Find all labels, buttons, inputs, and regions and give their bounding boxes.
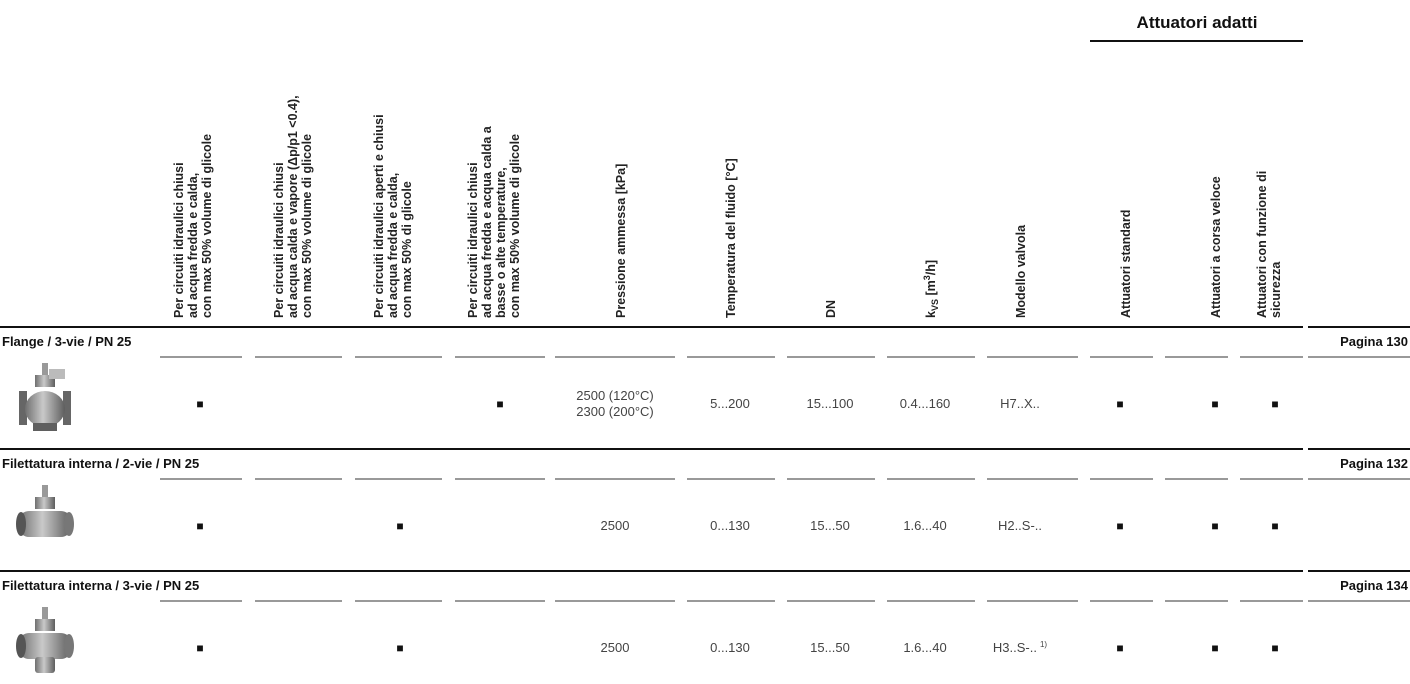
valve-flange: [19, 391, 27, 425]
valve-body: [19, 511, 71, 537]
check-mark: ■: [1271, 519, 1278, 533]
column-header: Attuatori a corsa veloce: [1209, 176, 1223, 318]
column-header: kVS [m3/h]: [922, 260, 940, 318]
page-ref: Pagina 134: [1340, 578, 1409, 593]
column-header: Per circuiti idraulici chiusi: [466, 162, 480, 318]
check-mark: ■: [196, 397, 203, 411]
cell-value: 2300 (200°C): [576, 404, 653, 419]
column-header: basse o alte temperature,: [494, 167, 508, 318]
column-header: con max 50% di glicole: [400, 181, 414, 318]
valve-actuator-box: [49, 369, 65, 379]
column-header: ad acqua fredda e acqua calda a: [480, 125, 494, 318]
cell-value: 15...100: [807, 396, 854, 411]
column-header: ad acqua fredda e calda,: [386, 173, 400, 318]
column-header: ad acqua fredda e calda,: [186, 173, 200, 318]
section-title: Flange / 3-vie / PN 25: [2, 334, 131, 349]
title-bg: [0, 575, 160, 603]
valve-flange: [33, 423, 57, 431]
footnote-ref: 1): [1040, 640, 1047, 649]
valve-port: [64, 634, 74, 658]
valve-image: [16, 607, 74, 673]
column-header: Temperatura del fluido [°C]: [724, 158, 738, 318]
cell-value: 0...130: [710, 640, 750, 655]
column-header: con max 50% volume di glicole: [508, 134, 522, 318]
cell-value: 1.6...40: [903, 640, 946, 655]
column-header: con max 50% volume di glicole: [200, 134, 214, 318]
valve-port: [64, 512, 74, 536]
cell-value: 0...130: [710, 518, 750, 533]
group-header: Attuatori adatti: [1137, 13, 1258, 32]
header-part: /h]: [924, 260, 938, 275]
cell-value: 2500: [601, 518, 630, 533]
check-mark: ■: [1116, 641, 1123, 655]
header-part: k: [924, 311, 938, 318]
column-header: Attuatori con funzione di: [1255, 171, 1269, 318]
check-mark: ■: [396, 641, 403, 655]
cell-value: 0.4...160: [900, 396, 951, 411]
valve-flange: [63, 391, 71, 425]
page-ref: Pagina 130: [1340, 334, 1408, 349]
column-header: ad acqua calda e vapore (Δp/p1 <0.4),: [286, 95, 300, 318]
cell-value: 15...50: [810, 518, 850, 533]
column-header: sicurezza: [1269, 261, 1283, 318]
check-mark: ■: [496, 397, 503, 411]
page-ref: Pagina 132: [1340, 456, 1408, 471]
valve-body: [19, 633, 71, 659]
valve-image: [19, 363, 71, 431]
check-mark: ■: [1211, 641, 1218, 655]
column-header: Per circuiti idraulici chiusi: [172, 162, 186, 318]
column-header: Attuatori standard: [1119, 210, 1133, 318]
valve-stem: [42, 363, 48, 377]
header-sup: 3: [922, 275, 932, 280]
check-mark: ■: [196, 641, 203, 655]
column-header: DN: [824, 300, 838, 318]
valve-stem: [42, 485, 48, 499]
column-header: con max 50% volume di glicole: [300, 134, 314, 318]
cell-value: H7..X..: [1000, 396, 1040, 411]
valve-image: [16, 485, 74, 537]
column-header: Modello valvola: [1014, 224, 1028, 318]
cell-value: 1.6...40: [903, 518, 946, 533]
valve-body: [25, 391, 65, 427]
cell-value: H2..S-..: [998, 518, 1042, 533]
check-mark: ■: [196, 519, 203, 533]
check-mark: ■: [1211, 397, 1218, 411]
column-header: Per circuiti idraulici chiusi: [272, 162, 286, 318]
model: H3..S-..: [993, 640, 1037, 655]
check-mark: ■: [1271, 641, 1278, 655]
cell-value: 2500 (120°C): [576, 388, 653, 403]
valve-port: [16, 512, 26, 536]
header-part: [m: [924, 280, 938, 299]
cell-value: 15...50: [810, 640, 850, 655]
column-header: Pressione ammessa [kPa]: [614, 164, 628, 318]
title-bg: [0, 453, 160, 481]
cell-value: 2500: [601, 640, 630, 655]
column-header: Per circuiti idraulici aperti e chiusi: [372, 114, 386, 318]
section-title: Filettatura interna / 2-vie / PN 25: [2, 456, 199, 471]
valve-bonnet: [35, 497, 55, 509]
check-mark: ■: [1211, 519, 1218, 533]
valve-port: [16, 634, 26, 658]
title-bg: [0, 331, 160, 359]
section-title: Filettatura interna / 3-vie / PN 25: [2, 578, 199, 593]
check-mark: ■: [1116, 519, 1123, 533]
cell-value: H3..S-.. 1): [993, 640, 1048, 655]
cell-value: 5...200: [710, 396, 750, 411]
check-mark: ■: [1116, 397, 1123, 411]
check-mark: ■: [396, 519, 403, 533]
valve-bonnet: [35, 619, 55, 631]
check-mark: ■: [1271, 397, 1278, 411]
header-sub: VS: [930, 299, 940, 311]
valve-port: [35, 657, 55, 673]
valve-stem: [42, 607, 48, 621]
